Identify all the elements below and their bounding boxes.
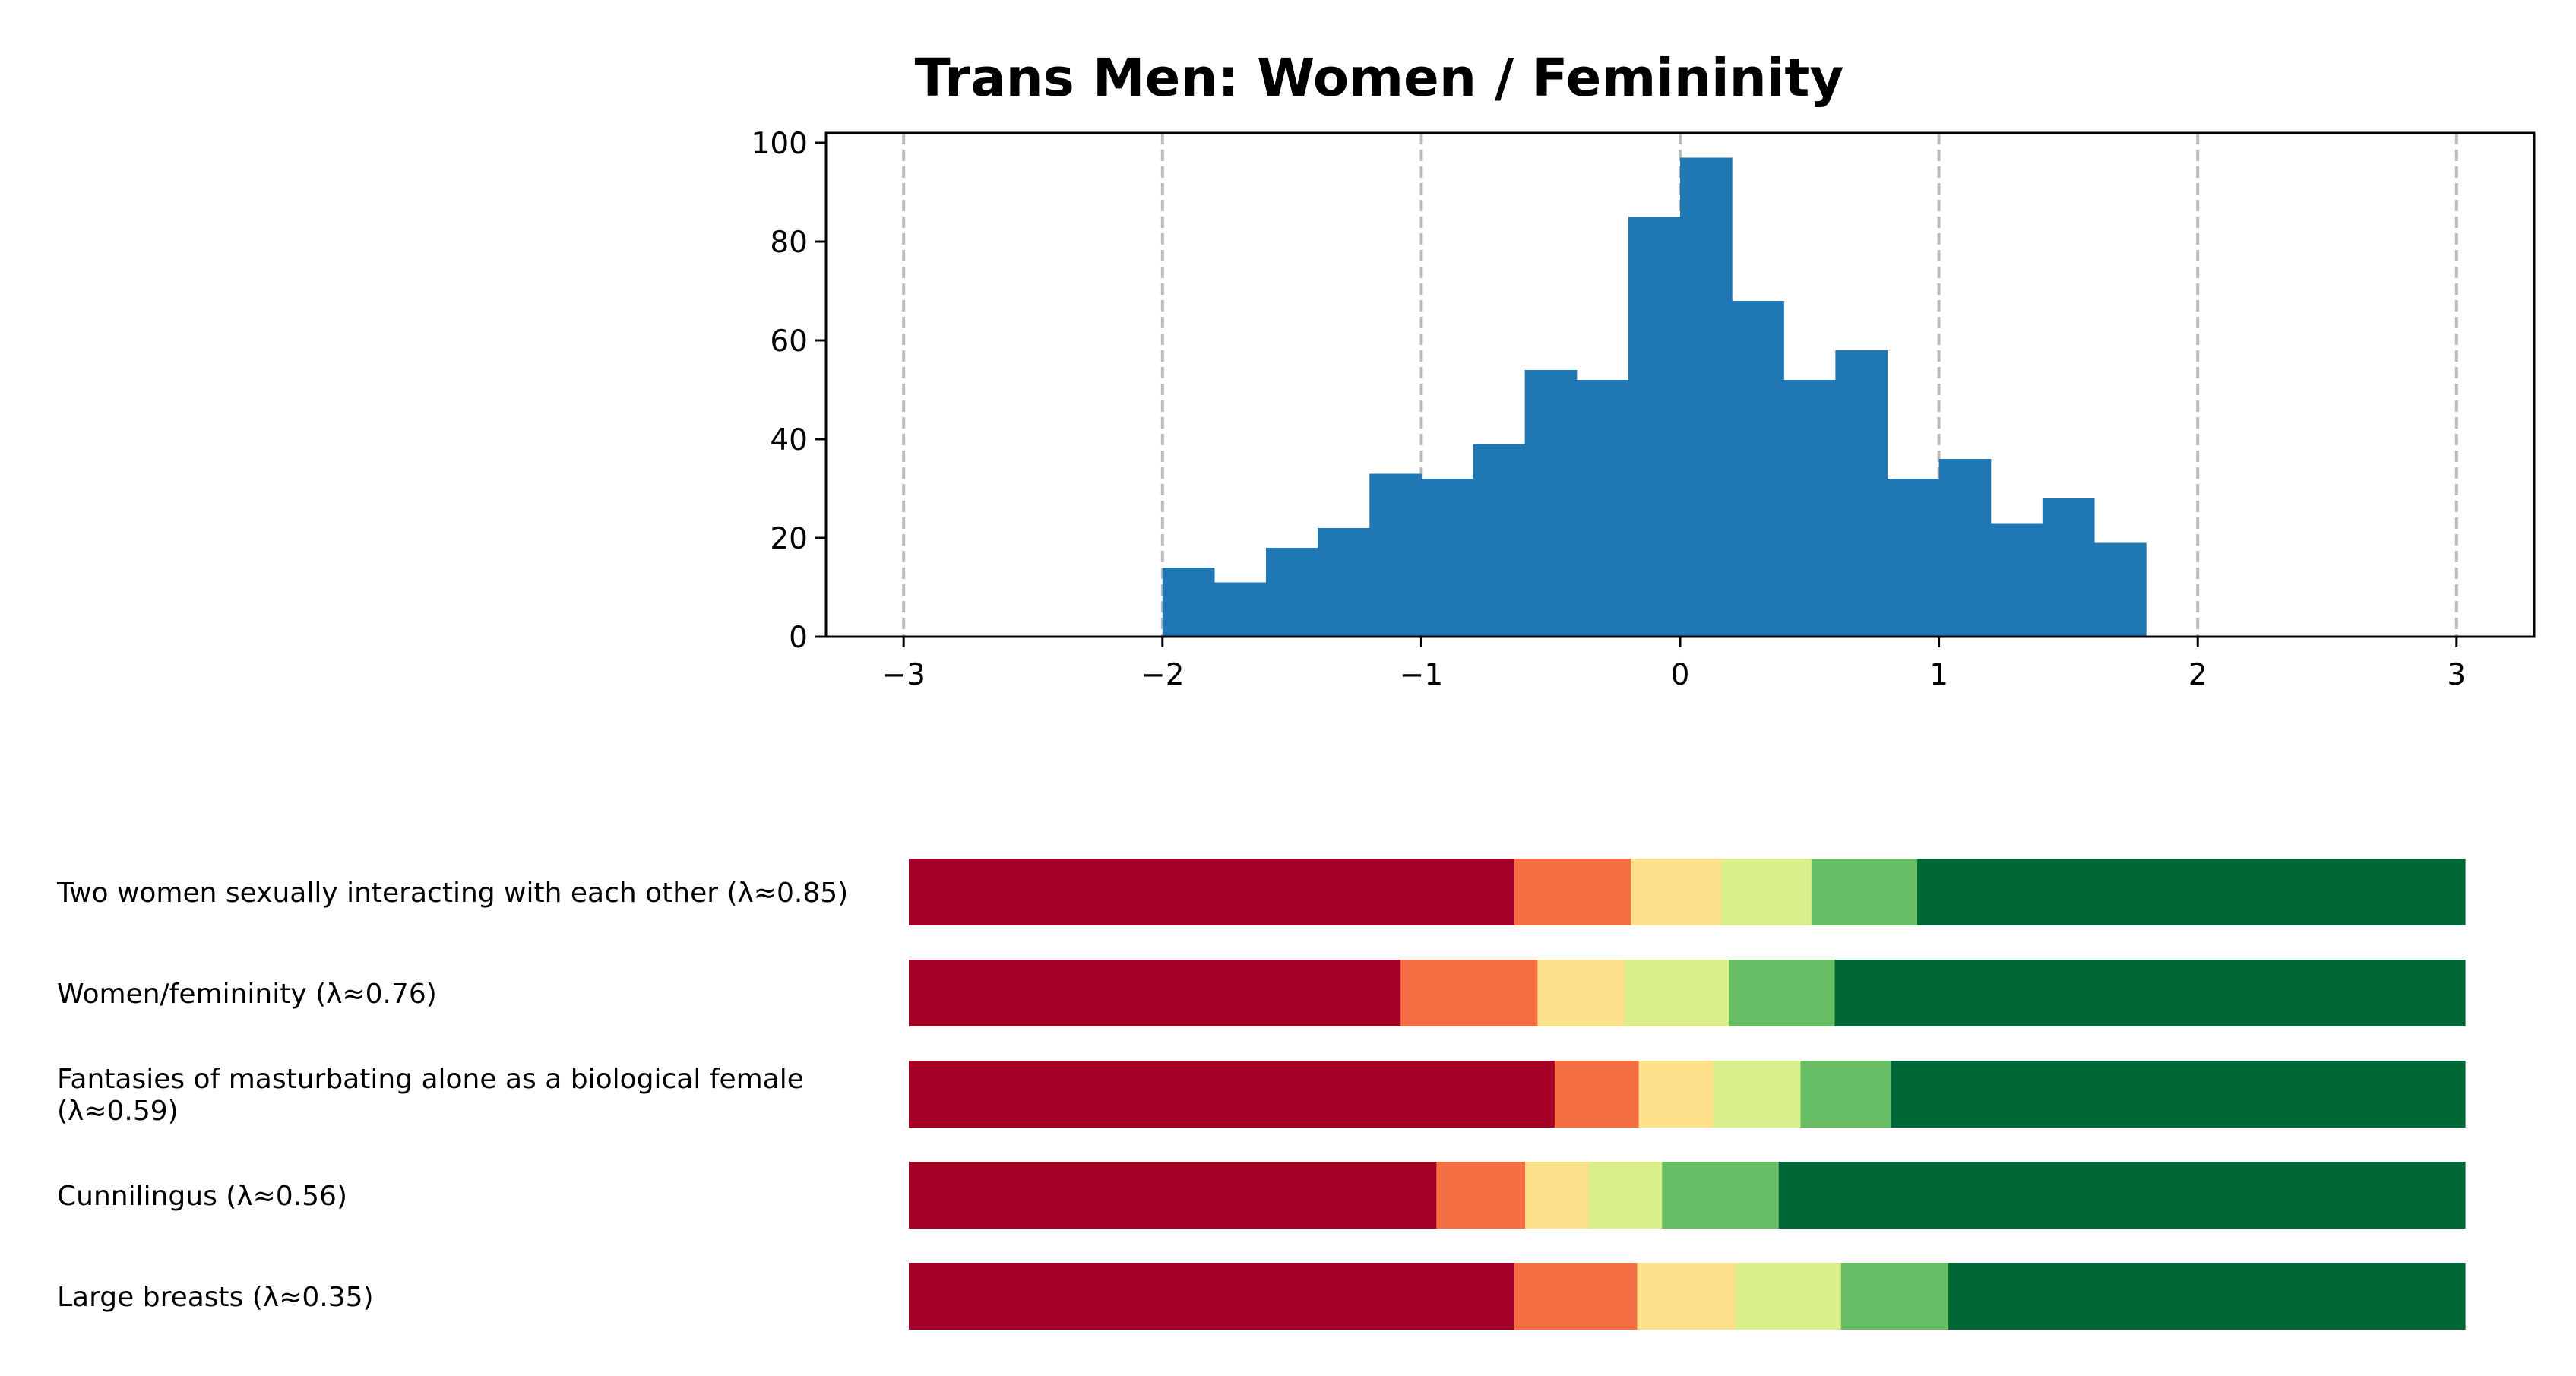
histogram-bar — [1214, 582, 1267, 637]
stacked-bar-segment — [1811, 859, 1918, 925]
chart-title: Trans Men: Women / Femininity — [915, 48, 1844, 109]
stacked-bar-segment — [1400, 960, 1538, 1026]
stacked-bar-segment — [1721, 859, 1812, 925]
stacked-bar-row: Large breasts (λ≈0.35) — [57, 1263, 2466, 1330]
histogram-bar — [1369, 473, 1422, 637]
histogram-bar — [1266, 548, 1318, 637]
histogram-bar — [1732, 301, 1784, 637]
stacked-bar-segment — [1537, 960, 1625, 1026]
stacked-bar-segment — [1625, 960, 1729, 1026]
histogram-bar — [1680, 157, 1733, 637]
item-label: Fantasies of masturbating alone as a bio… — [57, 1064, 804, 1095]
stacked-bar-segment — [1662, 1162, 1780, 1229]
histogram-bar — [1628, 217, 1681, 637]
stacked-bar-segment — [1631, 859, 1722, 925]
stacked-bar-segment — [909, 1061, 1555, 1128]
histogram-x-axis: −3 −2 −1 0 1 2 3 — [881, 637, 2466, 692]
stacked-bar-segment — [1525, 1162, 1590, 1229]
histogram-bar — [1318, 528, 1370, 637]
x-tick-label: 0 — [1671, 658, 1690, 692]
stacked-bar-row: Women/femininity (λ≈0.76) — [57, 960, 2466, 1026]
y-tick-label: 40 — [770, 423, 808, 457]
stacked-bar-segment — [1891, 1061, 2466, 1128]
stacked-bar-row: Two women sexually interacting with each… — [56, 859, 2466, 925]
stacked-bar-segment — [1729, 960, 1836, 1026]
stacked-bar-segment — [1638, 1061, 1714, 1128]
histogram-bar — [1783, 380, 1836, 637]
histogram-bar — [1421, 479, 1474, 637]
stacked-bar-segment — [1514, 1263, 1638, 1330]
stacked-bar-chart: Two women sexually interacting with each… — [56, 859, 2466, 1330]
histogram-bar — [1887, 479, 1940, 637]
y-tick-label: 60 — [770, 324, 808, 359]
histogram-bars — [1162, 157, 2147, 637]
histogram-bar — [1835, 350, 1888, 637]
stacked-bar-segment — [909, 1263, 1515, 1330]
stacked-bar-segment — [1948, 1263, 2466, 1330]
histogram-bar — [2042, 498, 2095, 637]
histogram-bar — [1473, 444, 1526, 637]
stacked-bar-segment — [1778, 1162, 2466, 1229]
x-tick-label: −2 — [1141, 658, 1185, 692]
x-tick-label: 3 — [2447, 658, 2466, 692]
histogram-bar — [1576, 380, 1629, 637]
item-label: (λ≈0.59) — [57, 1096, 179, 1127]
stacked-bar-segment — [1514, 859, 1631, 925]
stacked-bar-segment — [909, 1162, 1437, 1229]
x-tick-label: −1 — [1400, 658, 1444, 692]
stacked-bar-segment — [1713, 1061, 1802, 1128]
x-tick-label: 1 — [1929, 658, 1948, 692]
stacked-bar-segment — [1588, 1162, 1663, 1229]
histogram-bar — [2093, 542, 2147, 637]
y-tick-label: 0 — [789, 621, 808, 655]
stacked-bar-segment — [909, 960, 1401, 1026]
histogram-bar — [1938, 459, 1992, 637]
stacked-bar-segment — [1554, 1061, 1640, 1128]
item-label: Cunnilingus (λ≈0.56) — [57, 1181, 347, 1212]
stacked-bar-segment — [909, 859, 1515, 925]
stacked-bar-segment — [1834, 960, 2466, 1026]
stacked-bar-row: Fantasies of masturbating alone as a bio… — [57, 1061, 2466, 1128]
stacked-bar-segment — [1840, 1263, 1949, 1330]
item-label: Women/femininity (λ≈0.76) — [57, 979, 437, 1010]
stacked-bar-segment — [1917, 859, 2466, 925]
histogram-y-axis: 0 20 40 60 80 100 — [752, 127, 826, 655]
histogram-bar — [1990, 523, 2043, 637]
y-tick-label: 20 — [770, 522, 808, 556]
y-tick-label: 80 — [770, 226, 808, 260]
stacked-bar-segment — [1637, 1263, 1736, 1330]
stacked-bar-segment — [1800, 1061, 1891, 1128]
y-tick-label: 100 — [752, 127, 808, 161]
stacked-bar-row: Cunnilingus (λ≈0.56) — [57, 1162, 2466, 1229]
stacked-bar-segment — [1436, 1162, 1526, 1229]
item-label: Two women sexually interacting with each… — [56, 878, 848, 909]
histogram-bar — [1524, 370, 1578, 637]
histogram-bar — [1162, 568, 1215, 637]
x-tick-label: −3 — [881, 658, 926, 692]
item-label: Large breasts (λ≈0.35) — [57, 1282, 374, 1313]
x-tick-label: 2 — [2188, 658, 2207, 692]
stacked-bar-segment — [1735, 1263, 1842, 1330]
